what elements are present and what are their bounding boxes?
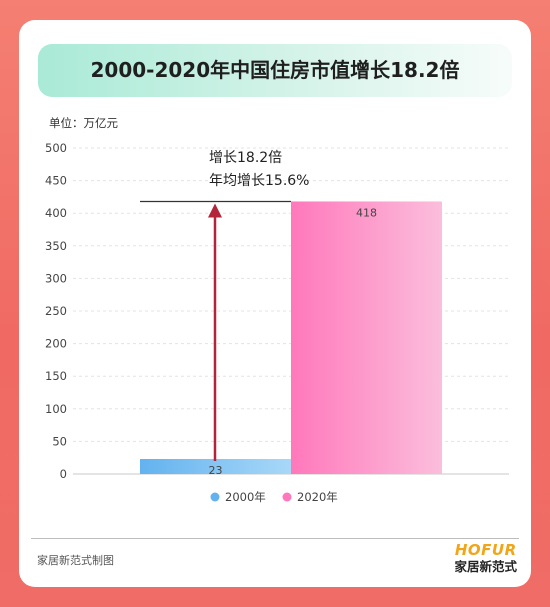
y-tick-label: 50 — [52, 434, 67, 448]
chart-title: 2000-2020年中国住房市值增长18.2倍 — [90, 58, 460, 82]
unit-label: 单位：万亿元 — [49, 116, 118, 130]
y-tick-label: 150 — [45, 369, 67, 383]
bar-chart: 0 50 100 150 200 250 300 350 400 450 500 23 418 增长1… — [45, 141, 509, 504]
growth-arrow-head — [208, 203, 222, 218]
y-tick-label: 450 — [45, 174, 67, 188]
y-tick-label: 250 — [45, 304, 67, 318]
y-tick-label: 100 — [45, 402, 67, 416]
y-tick-label: 400 — [45, 206, 67, 220]
footer-divider — [31, 538, 519, 539]
legend-label: 2000年 — [225, 490, 266, 504]
footer-credit: 家居新范式制图 — [37, 554, 114, 567]
annotation-line1: 增长18.2倍 — [209, 150, 282, 166]
brand-logo-text: HOFUR — [454, 541, 517, 559]
legend-marker — [210, 492, 220, 502]
y-tick-label: 500 — [45, 141, 67, 155]
y-tick-label: 350 — [45, 239, 67, 253]
y-tick-label: 300 — [45, 271, 67, 285]
legend-label: 2020年 — [297, 490, 338, 504]
title-banner: 2000-2020年中国住房市值增长18.2倍 — [38, 44, 512, 97]
bar-2020年 — [291, 201, 442, 475]
y-tick-label: 200 — [45, 337, 67, 351]
brand-name: 家居新范式 — [454, 559, 517, 574]
annotation-line2: 年均增长15.6% — [209, 173, 309, 189]
legend-marker — [282, 492, 292, 502]
y-tick-label: 0 — [60, 467, 67, 481]
data-label: 418 — [356, 206, 377, 219]
bar-2000年 — [140, 459, 291, 474]
y-axis-ticks: 0 50 100 150 200 250 300 350 400 450 500 — [45, 141, 67, 481]
bars: 23 418 — [140, 201, 442, 477]
brand-logo: HOFUR 家居新范式 — [454, 542, 517, 575]
legend: 2000年 2020年 — [210, 490, 338, 504]
chart-card: 2000-2020年中国住房市值增长18.2倍 单位：万亿元 0 50 100 150… — [19, 20, 531, 587]
data-label: 23 — [209, 464, 223, 477]
